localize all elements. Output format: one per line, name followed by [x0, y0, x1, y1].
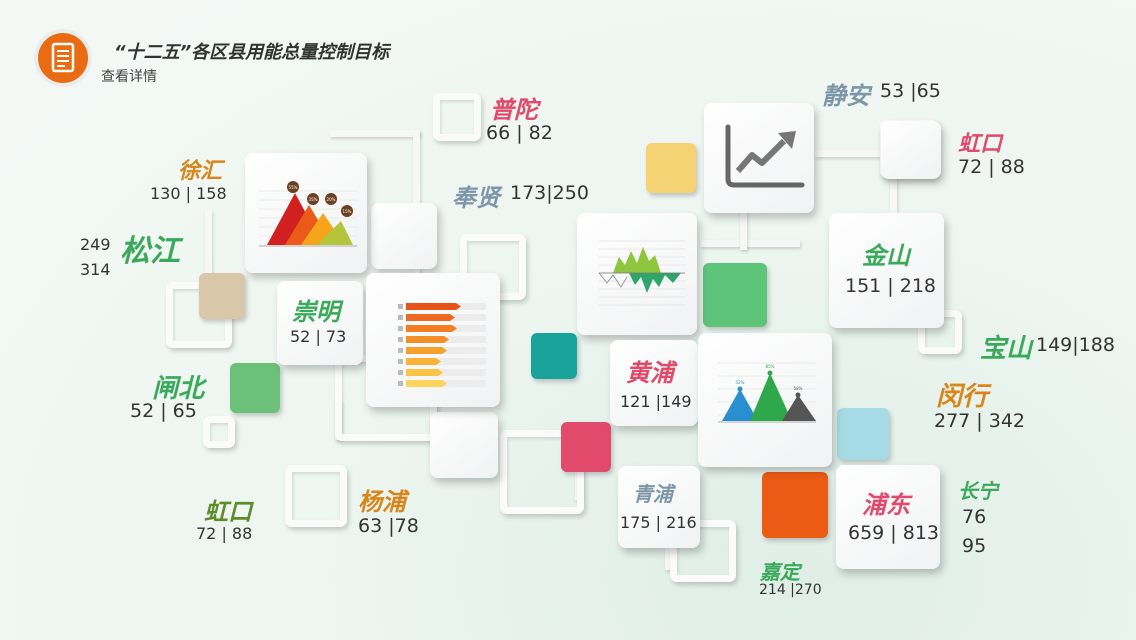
district-value-qingpu: 175 | 216	[620, 513, 697, 532]
district-name-baoshan[interactable]: 宝山	[980, 334, 1033, 364]
district-name-hongkou[interactable]: 虹口	[958, 132, 1003, 157]
pyramid-label: 15%	[343, 209, 352, 214]
district-name-fengxian[interactable]: 奉贤	[452, 184, 500, 212]
color-square	[646, 143, 696, 193]
district-value-jinshan: 151 | 218	[845, 275, 937, 297]
district-name-chongming[interactable]: 崇明	[292, 298, 340, 326]
district-value-huangpu: 121 |149	[620, 392, 692, 411]
district-value-minhang: 277 | 342	[934, 410, 1026, 432]
district-value-jingan: 53 |65	[880, 80, 941, 102]
document-icon	[51, 42, 75, 73]
district-name-minhang[interactable]: 闵行	[936, 382, 989, 412]
peak-label: 52%	[736, 380, 745, 385]
page-title: “十二五”各区县用能总量控制目标	[114, 42, 390, 63]
frame	[433, 93, 481, 141]
peak-chart: 52% 85% 58%	[718, 362, 816, 423]
district-name-jinshan[interactable]: 金山	[862, 242, 910, 270]
district-value-chongming: 52 | 73	[290, 327, 347, 346]
district-name-putuo[interactable]: 普陀	[490, 96, 538, 124]
tile	[881, 121, 941, 179]
trend-up-icon	[725, 124, 805, 188]
trend-tile	[704, 103, 814, 213]
bar-chart	[398, 303, 486, 387]
peak-label: 58%	[794, 386, 803, 391]
district-value-putuo: 66 | 82	[486, 122, 553, 144]
district-tile-chongming[interactable]	[277, 281, 363, 365]
frame	[500, 430, 584, 514]
district-value-songjiang-1: 249	[80, 235, 111, 254]
color-square	[531, 333, 577, 379]
district-name-jingan[interactable]: 静安	[822, 82, 870, 110]
connector	[815, 150, 890, 157]
district-name-huangpu[interactable]: 黄浦	[626, 359, 674, 387]
district-value-yangpu: 63 |78	[358, 515, 419, 537]
district-value-hongkou: 72 | 88	[958, 156, 1025, 178]
connector	[890, 178, 897, 228]
pyramid-chart-tile: 55% 35% 20% 15%	[245, 153, 367, 273]
district-name-songjiang[interactable]: 松江	[120, 234, 180, 269]
tile	[430, 412, 498, 478]
pyramid-chart: 55% 35% 20% 15%	[259, 181, 357, 247]
peak-chart-tile: 52% 85% 58%	[698, 333, 832, 467]
district-name-changning[interactable]: 长宁	[958, 479, 998, 503]
district-name-hongkou-2[interactable]: 虹口	[204, 498, 252, 526]
district-value-zhabei: 52 | 65	[130, 400, 197, 422]
connector	[330, 130, 420, 137]
tile	[371, 203, 437, 269]
frame	[285, 465, 347, 527]
district-name-pudong[interactable]: 浦东	[862, 491, 910, 519]
connector	[700, 240, 800, 247]
color-square	[230, 363, 280, 413]
area-chart-tile	[577, 213, 697, 335]
view-details-link[interactable]: 查看详情	[101, 69, 157, 85]
district-value-fengxian: 173|250	[510, 182, 589, 204]
district-value-songjiang-2: 314	[80, 260, 111, 279]
color-square	[199, 273, 245, 319]
district-tile-pudong[interactable]	[836, 465, 940, 569]
district-value-jiading: 214 |270	[759, 582, 822, 598]
peak-label: 85%	[766, 364, 775, 369]
district-name-qingpu[interactable]: 青浦	[633, 482, 673, 506]
frame	[670, 520, 736, 582]
pyramid-label: 20%	[327, 197, 336, 202]
district-tile-jinshan[interactable]	[829, 213, 944, 328]
district-name-zhabei[interactable]: 闸北	[152, 374, 205, 404]
district-name-yangpu[interactable]: 杨浦	[358, 488, 406, 516]
district-value-changning-1: 76	[962, 506, 987, 528]
frame	[203, 416, 235, 448]
district-tile-huangpu[interactable]	[610, 340, 698, 426]
district-tile-qingpu[interactable]	[618, 466, 700, 548]
district-value-hongkou-2: 72 | 88	[196, 524, 253, 543]
color-square	[561, 422, 611, 472]
bar-chart-tile	[366, 273, 500, 407]
pyramid-label: 35%	[309, 197, 318, 202]
pyramid-label: 55%	[289, 185, 298, 190]
color-square	[703, 263, 767, 327]
logo-badge	[38, 33, 88, 83]
district-name-xuhui[interactable]: 徐汇	[178, 159, 223, 184]
district-value-pudong: 659 | 813	[848, 522, 940, 544]
color-square	[837, 408, 889, 460]
district-value-baoshan: 149|188	[1036, 334, 1115, 356]
district-name-jiading[interactable]: 嘉定	[760, 560, 800, 584]
color-square	[762, 472, 828, 538]
connector	[740, 210, 747, 250]
connector	[205, 210, 212, 300]
district-value-changning-2: 95	[962, 535, 987, 557]
area-chart	[598, 240, 685, 306]
district-value-xuhui: 130 | 158	[150, 184, 227, 203]
